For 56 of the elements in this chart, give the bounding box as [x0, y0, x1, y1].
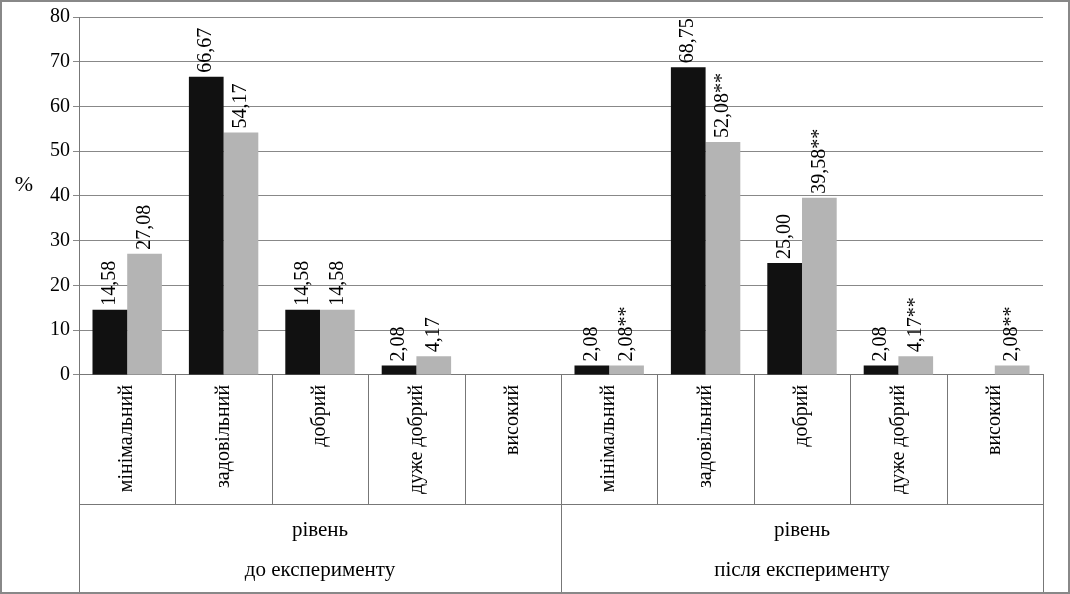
- data-label: 27,08: [131, 204, 154, 250]
- y-tick-label: 0: [60, 362, 70, 385]
- data-label: 4,17**: [903, 297, 925, 353]
- bar: [898, 356, 934, 375]
- text: рівень: [291, 516, 349, 541]
- data-label: 14,58: [289, 260, 312, 306]
- data-label: 2,08**: [613, 306, 636, 362]
- data-label: 14,58: [97, 260, 120, 306]
- x-tick-label: високий: [500, 384, 523, 456]
- y-tick-label: 70: [50, 48, 70, 71]
- x-tick-label: добрий: [789, 384, 813, 447]
- data-label: 68,75: [675, 18, 698, 64]
- y-tick-label: 50: [50, 138, 70, 161]
- bar: [223, 132, 259, 375]
- bar: [767, 263, 802, 375]
- data-label: 2,08: [868, 326, 891, 362]
- bar: [320, 309, 355, 375]
- bar: [802, 197, 837, 375]
- data-label: 54,17: [228, 83, 251, 129]
- x-tick-label: мінімальний: [114, 384, 137, 493]
- bar: [188, 76, 224, 375]
- x-tick-label: задовільний: [692, 384, 716, 489]
- text: після експерименту: [714, 556, 891, 581]
- y-tick-label: 20: [50, 272, 70, 295]
- data-label: 4,17: [421, 317, 443, 353]
- data-label: 2,08**: [999, 306, 1022, 362]
- text: рівень: [773, 516, 831, 541]
- data-label: 14,58: [324, 260, 347, 306]
- y-axis-title: %: [14, 170, 34, 196]
- bar: [92, 309, 128, 375]
- x-tick-label: добрий: [307, 384, 331, 447]
- y-tick-label: 10: [50, 317, 70, 340]
- bar: [285, 309, 320, 375]
- data-label: 66,67: [193, 27, 216, 73]
- y-tick-label: 30: [50, 227, 70, 250]
- x-tick-label: задовільний: [210, 384, 234, 489]
- y-tick-label: 60: [50, 93, 70, 116]
- bar: [705, 141, 741, 375]
- bar: [574, 365, 610, 375]
- x-tick-label: мінімальний: [596, 384, 619, 493]
- data-label: 25,00: [771, 214, 794, 260]
- bar: [670, 67, 706, 375]
- data-label: 2,08: [386, 326, 409, 362]
- x-tick-label: високий: [982, 384, 1005, 456]
- text: до експерименту: [244, 556, 396, 581]
- bar: [416, 356, 452, 375]
- x-tick-label: дуже добрий: [885, 384, 909, 495]
- data-label: 39,58**: [806, 128, 829, 194]
- y-tick-label: 80: [50, 4, 70, 27]
- x-tick-label: дуже добрий: [403, 384, 427, 495]
- data-label: 2,08: [579, 326, 602, 362]
- data-label: 52,08**: [710, 72, 733, 138]
- bar: [994, 365, 1030, 375]
- bar: [609, 365, 644, 375]
- y-tick-label: 40: [50, 183, 70, 206]
- bar: [127, 253, 162, 375]
